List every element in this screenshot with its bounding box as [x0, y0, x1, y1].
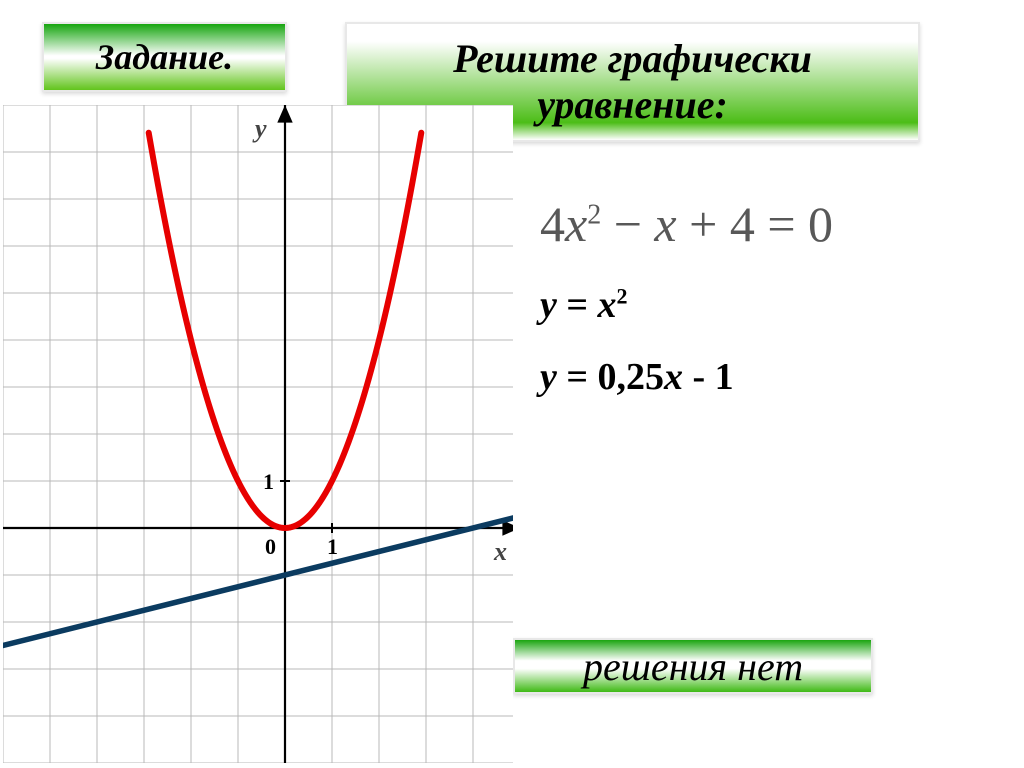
task-label: Задание.	[96, 36, 233, 78]
coordinate-chart: 1 1 0 x y	[3, 105, 513, 763]
formula-line: y = 0,25x - 1	[540, 355, 1000, 399]
svg-text:1: 1	[327, 534, 338, 559]
svg-text:1: 1	[263, 469, 274, 494]
task-badge: Задание.	[42, 22, 287, 92]
answer-text: решения нет	[583, 643, 803, 690]
instruction-line1: Решите графически	[453, 36, 812, 82]
quadratic-equation: 4x2 − x + 4 = 0	[540, 195, 1000, 253]
answer-badge: решения нет	[513, 638, 873, 694]
equations-block: 4x2 − x + 4 = 0 y = x2 y = 0,25x - 1	[540, 175, 1000, 427]
formula-parabola: y = x2	[540, 283, 1000, 327]
svg-text:y: y	[252, 114, 267, 143]
svg-text:x: x	[493, 537, 507, 566]
svg-text:0: 0	[265, 534, 276, 559]
instruction-line2: уравнение:	[537, 82, 728, 128]
chart-svg: 1 1 0 x y	[3, 105, 513, 763]
